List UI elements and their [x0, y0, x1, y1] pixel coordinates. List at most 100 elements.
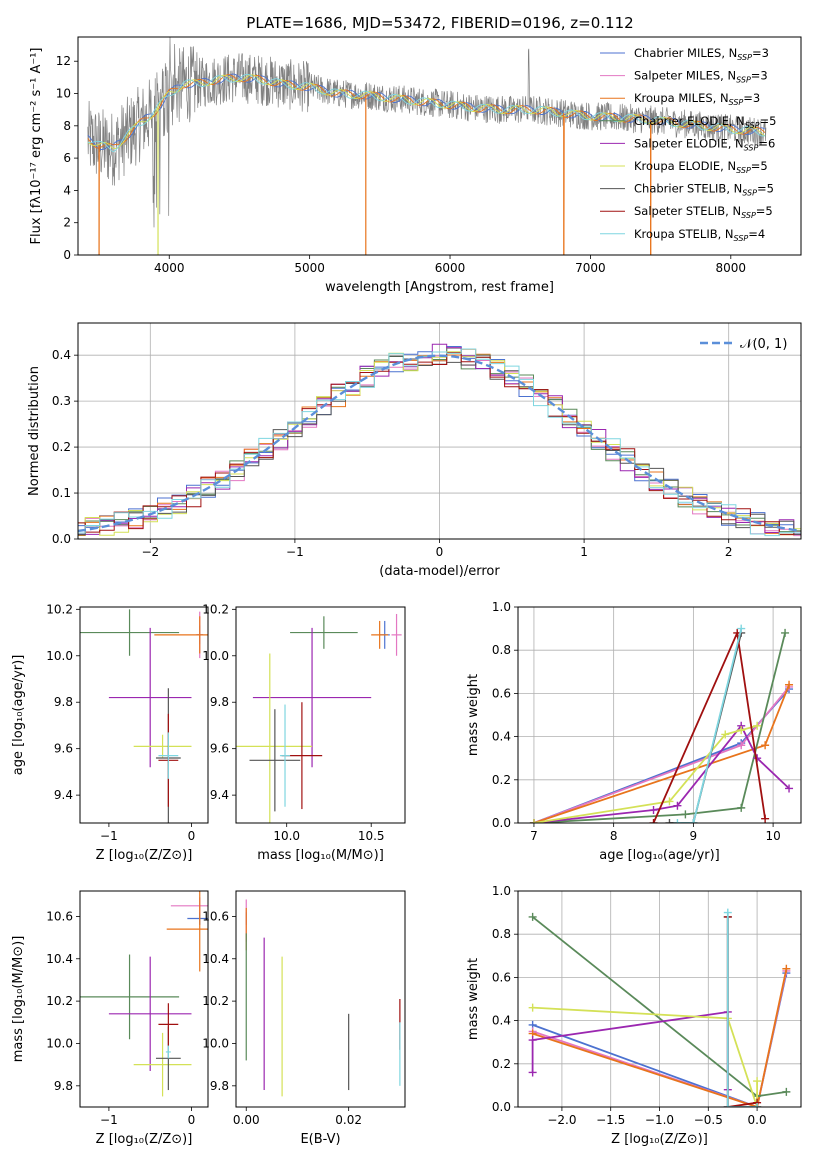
weight-point [785, 680, 794, 689]
y-tick-label: 10.2 [46, 602, 73, 616]
y-tick-label: 1.0 [492, 600, 511, 614]
y-tick-label: 0.2 [492, 773, 511, 787]
age_vs_Z-axes: −1 0 9.4 9.6 9.8 10.0 10.2 Z [log₁₀(Z/Z⊙)] age [… [11, 602, 195, 863]
y-tick-label: 2 [63, 216, 71, 230]
y-tick-label: 9.6 [54, 742, 73, 756]
y-tick-label: 0.8 [492, 927, 511, 941]
x-axis-label: Z [log₁₀(Z/Z⊙)] [611, 1132, 708, 1147]
y-tick-label: 0.0 [52, 532, 71, 546]
observed-spectrum [87, 37, 767, 228]
age_vs_Z-plot [80, 609, 208, 823]
weight-line [677, 628, 743, 823]
y-tick-label: 10.6 [46, 909, 73, 923]
y-tick-label: 10 [56, 87, 71, 101]
x-axis-label: age [log₁₀(age/yr)] [599, 848, 720, 863]
legend-count: =5 [751, 159, 768, 173]
x-tick-label: 0.02 [335, 1113, 362, 1127]
weight-point [721, 730, 730, 739]
y-tick-label: 10.0 [202, 1036, 229, 1050]
y-tick-label: 0.0 [492, 1100, 511, 1114]
residual-histogram [78, 351, 801, 536]
y-axis-label: mass weight [466, 674, 481, 756]
weight_vs_age-plot [529, 624, 794, 823]
weight-line [532, 1006, 758, 1107]
legend-subscript: SSP [745, 121, 760, 130]
weight-point [649, 806, 658, 815]
y-axis-label: mass [log₁₀(M/M⊙)] [11, 936, 26, 1063]
x-tick-label: −0.5 [694, 1113, 723, 1127]
weight-line [533, 632, 786, 823]
y-tick-label: 12 [56, 54, 71, 68]
y-tick-label: 8 [63, 119, 71, 133]
legend-count: =3 [751, 69, 768, 83]
weight-point [529, 819, 538, 823]
spectrum-legend: Chabrier MILES, NSSP=3 Salpeter MILES, NS… [600, 46, 776, 243]
weight-point [737, 741, 746, 750]
mass_vs_Z-plot [80, 891, 208, 1097]
legend-subscript: SSP [742, 189, 757, 198]
legend-count: =4 [748, 227, 765, 241]
x-tick-label: 4000 [154, 261, 185, 275]
weight-point [737, 624, 746, 633]
y-tick-label: 9.8 [54, 695, 73, 709]
weight-point [723, 908, 732, 917]
weight-point [782, 1087, 791, 1096]
y-tick-label: 10.0 [46, 649, 73, 663]
weight-point [528, 1068, 537, 1077]
weight-point [753, 1077, 762, 1086]
y-tick-label: 0.4 [52, 348, 71, 362]
x-tick-label: 8000 [716, 261, 747, 275]
x-tick-label: 10 [765, 829, 780, 843]
weight-point [761, 741, 770, 750]
x-tick-label: 6000 [435, 261, 466, 275]
y-tick-label: 0.6 [492, 686, 511, 700]
figure-title: PLATE=1686, MJD=53472, FIBERID=0196, z=0… [246, 14, 633, 32]
y-tick-label: 10.0 [202, 649, 229, 663]
x-tick-label: 0 [436, 545, 444, 559]
weight-line [726, 916, 758, 1107]
weight-point [753, 1103, 762, 1107]
weight_vs_age-frame [517, 606, 802, 824]
legend-count: =5 [760, 114, 777, 128]
y-tick-label: 10.2 [202, 994, 229, 1008]
weight_vs_Z-frame [517, 890, 802, 1108]
x-tick-label: −1.5 [596, 1113, 625, 1127]
x-tick-label: −1.0 [645, 1113, 674, 1127]
age_vs_Z-frame [79, 606, 209, 824]
residuals-frame [77, 322, 802, 540]
residuals-axes: −2 −1 0 1 2 0.0 0.1 0.2 0.3 0.4 (data-model)/error… [27, 323, 801, 579]
x-tick-label: 0.0 [748, 1113, 767, 1127]
y-tick-label: 10.2 [46, 994, 73, 1008]
legend-entry: Salpeter ELODIE, NSSP=6 [634, 136, 775, 152]
mass_vs_ebv-frame [235, 890, 406, 1108]
legend-subscript: SSP [741, 211, 756, 220]
residual-histogram [78, 348, 801, 537]
weight-point [737, 803, 746, 812]
x-tick-label: −1 [286, 545, 304, 559]
y-tick-label: 10.0 [46, 1036, 73, 1050]
weight-point [528, 912, 537, 921]
legend-count: =6 [758, 136, 775, 150]
legend-subscript: SSP [736, 76, 751, 85]
weight-point [723, 1103, 732, 1107]
weight-line [669, 632, 743, 823]
spectrum-frame [77, 36, 802, 256]
y-tick-label: 10.4 [46, 952, 73, 966]
y-tick-label: 0.8 [492, 643, 511, 657]
x-tick-label: 10.5 [358, 829, 385, 843]
x-tick-label: −2 [141, 545, 159, 559]
legend-subscript: SSP [734, 234, 749, 243]
y-tick-label: 1.0 [492, 884, 511, 898]
legend-count: =5 [756, 204, 773, 218]
legend-entry: Kroupa MILES, NSSP=3 [634, 91, 760, 107]
age_vs_mass-axes: 10.0 10.5 9.4 9.6 9.8 10.0 10.2 mass [log₁₀(M/M… [202, 602, 384, 863]
age_vs_mass-frame [235, 606, 406, 824]
legend-subscript: SSP [744, 143, 759, 152]
y-tick-label: 4 [63, 183, 71, 197]
mass_vs_ebv-axes: 0.00 0.02 9.8 10.0 10.2 10.4 10.6 E(B-V) [202, 909, 362, 1147]
weight-line [726, 916, 758, 1107]
y-axis-label: age [log₁₀(age/yr)] [11, 655, 26, 776]
weight_vs_Z-axes: −2.0 −1.5 −1.0 −0.5 0.0 0.0 0.2 0.4 0.6 0.8 1.0 Z [… [466, 884, 801, 1147]
legend-entry: Salpeter STELIB, NSSP=5 [634, 204, 773, 220]
